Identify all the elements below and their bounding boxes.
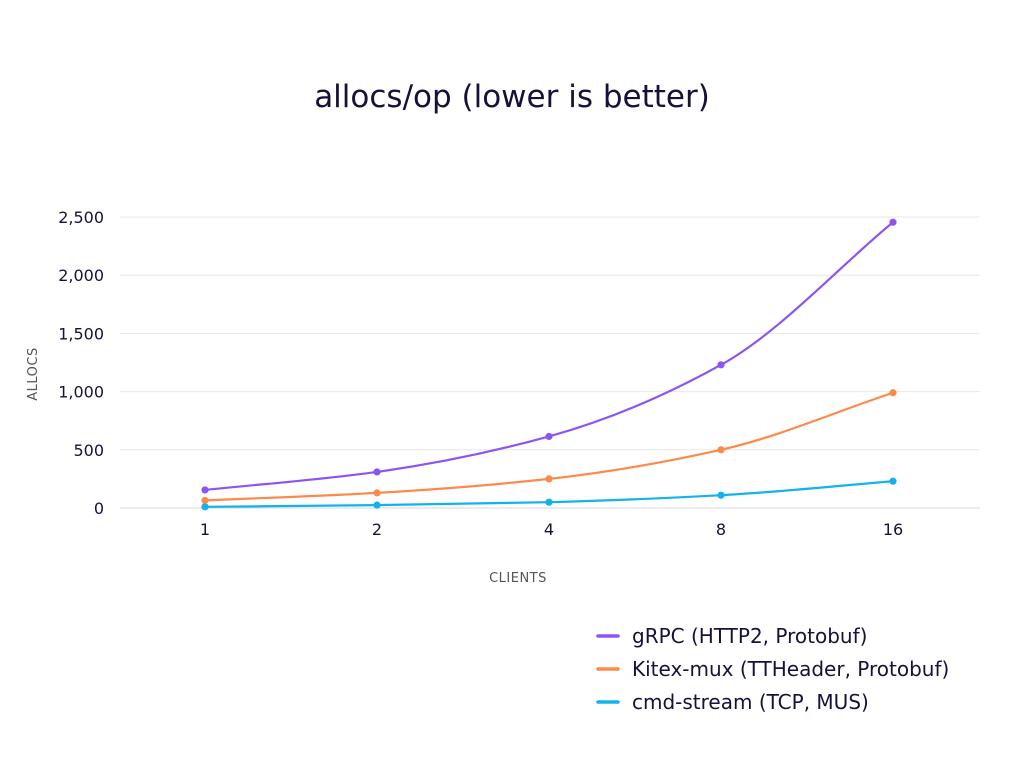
y-tick-label: 0: [94, 499, 104, 518]
x-tick-label: 8: [716, 520, 726, 539]
series-line-1: [203, 391, 895, 502]
data-point-1-2: [545, 475, 553, 483]
data-point-0-0: [201, 486, 209, 494]
legend: gRPC (HTTP2, Protobuf) Kitex-mux (TTHeade…: [596, 624, 949, 714]
x-tick-label: 16: [883, 520, 903, 539]
y-tick-label: 2,000: [58, 266, 104, 285]
x-axis-title: CLIENTS: [489, 571, 547, 586]
data-point-2-2: [545, 498, 553, 506]
y-axis-ticks: 0 500 1,000 1,500 2,000 2,500: [58, 208, 104, 518]
y-tick-label: 2,500: [58, 208, 104, 227]
legend-label: gRPC (HTTP2, Protobuf): [632, 624, 867, 648]
x-axis-ticks: 1 2 4 8 16: [200, 520, 903, 539]
data-point-2-0: [201, 503, 209, 511]
y-axis-title: ALLOCS: [26, 347, 41, 400]
y-tick-label: 1,000: [58, 383, 104, 402]
legend-label: Kitex-mux (TTHeader, Protobuf): [632, 657, 949, 681]
data-point-2-1: [373, 501, 381, 509]
x-tick-label: 1: [200, 520, 210, 539]
chart-title: allocs/op (lower is better): [314, 79, 710, 115]
x-tick-label: 4: [544, 520, 554, 539]
data-point-0-3: [717, 361, 725, 369]
data-point-1-1: [373, 489, 381, 497]
y-tick-label: 1,500: [58, 324, 104, 343]
y-tick-label: 500: [73, 441, 104, 460]
data-point-2-4: [889, 477, 897, 485]
series-group: [201, 218, 897, 511]
legend-label: cmd-stream (TCP, MUS): [632, 690, 869, 714]
gridlines: [120, 216, 980, 509]
data-point-0-1: [373, 468, 381, 476]
data-point-0-4: [889, 218, 897, 226]
data-point-1-0: [201, 496, 209, 505]
x-tick-label: 2: [372, 520, 382, 539]
data-point-1-3: [717, 446, 725, 454]
data-point-1-4: [889, 389, 897, 397]
data-point-0-2: [545, 432, 553, 441]
data-point-2-3: [717, 491, 725, 499]
